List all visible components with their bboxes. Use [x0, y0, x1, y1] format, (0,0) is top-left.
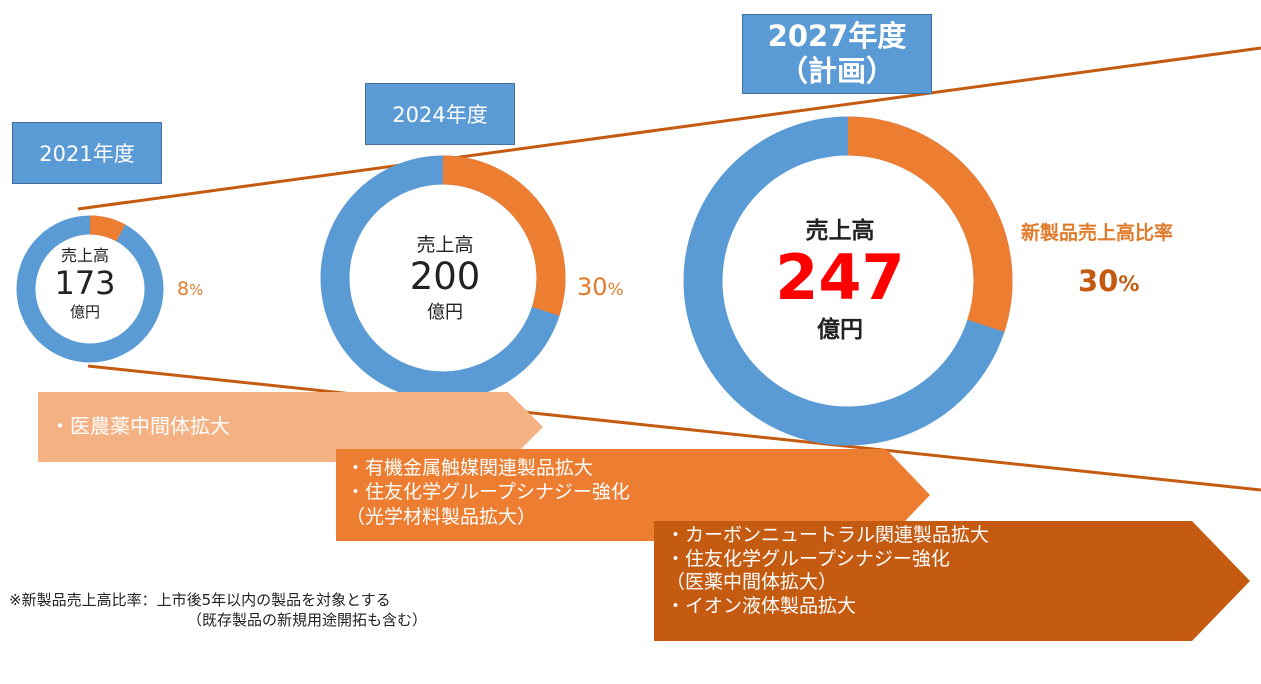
- arrow-line: ・住友化学グループシナジー強化: [346, 481, 630, 504]
- year-label: 2027年度: [767, 19, 907, 54]
- arrow-2: [336, 449, 930, 541]
- pct-symbol: %: [1118, 272, 1140, 296]
- legend-title: 新製品売上高比率: [1021, 222, 1174, 244]
- arrow-line: ・イオン液体製品拡大: [666, 594, 857, 617]
- ring-label-top: 売上高: [60, 246, 109, 265]
- year-label: 2021年度: [39, 142, 135, 166]
- arrow-2-text: ・有機金属触媒関連製品拡大 ・住友化学グループシナジー強化 （光学材料製品拡大）: [346, 456, 630, 529]
- footnote-line: ※新製品売上高比率：上市後5年以内の製品を対象とする: [9, 591, 391, 609]
- pct-number: 30: [577, 273, 608, 301]
- arrow-3-text: ・カーボンニュートラル関連製品拡大 ・住友化学グループシナジー強化 （医薬中間体…: [666, 524, 989, 618]
- arrow-line: （医薬中間体拡大）: [666, 571, 838, 594]
- pct-number: 8: [177, 278, 190, 300]
- arrow-1-text: ・医農薬中間体拡大: [50, 414, 230, 440]
- donut-slice-2024-new-products: [442, 155, 566, 316]
- ring-2024-center: 売上高 200 億円: [385, 230, 505, 324]
- ring-unit: 億円: [427, 301, 463, 323]
- ring-unit: 億円: [817, 317, 863, 344]
- pct-symbol: %: [607, 280, 624, 300]
- wedge-upper-line: [77, 46, 1261, 211]
- arrow-line: ・カーボンニュートラル関連製品拡大: [666, 524, 990, 546]
- arrow-3: [654, 521, 1250, 641]
- year-label: 2024年度: [392, 103, 488, 127]
- arrow-line: ・医農薬中間体拡大: [50, 414, 230, 438]
- ring-value: 173: [54, 264, 116, 302]
- arrow-line: （光学材料製品拡大）: [346, 505, 537, 528]
- wedge-lower-line: [87, 364, 1261, 492]
- pct-number: 30: [1078, 264, 1119, 298]
- ring-label-top: 売上高: [805, 218, 875, 244]
- ring-2021-center: 売上高 173 億円: [35, 242, 135, 322]
- arrow-line: ・有機金属触媒関連製品拡大: [346, 457, 594, 479]
- ring-2027-pct: 30%: [1078, 264, 1139, 298]
- year-box-2027: 2027年度 （計画）: [742, 14, 932, 94]
- ring-label-top: 売上高: [416, 234, 474, 256]
- ring-unit: 億円: [69, 303, 100, 322]
- pct-symbol: %: [189, 281, 204, 299]
- footnote-line: （既存製品の新規用途開拓も含む）: [187, 611, 428, 630]
- year-box-2024: 2024年度: [365, 83, 515, 145]
- ring-2027-center: 売上高 247 億円: [760, 211, 920, 344]
- ring-2021-pct: 8%: [177, 278, 203, 300]
- arrow-1: [38, 392, 543, 462]
- ring-2024-pct: 30%: [577, 273, 624, 301]
- footnote: ※新製品売上高比率：上市後5年以内の製品を対象とする （既存製品の新規用途開拓も…: [9, 590, 427, 631]
- donut-slice-2021-new-products: [89, 215, 126, 242]
- arrow-line: ・住友化学グループシナジー強化: [666, 547, 950, 570]
- year-box-2021: 2021年度: [12, 122, 162, 184]
- donut-slice-2027-new-products: [847, 116, 1013, 332]
- ring-value: 200: [409, 255, 481, 298]
- year-plan-label: （計画）: [778, 54, 895, 88]
- ring-value: 247: [775, 241, 905, 314]
